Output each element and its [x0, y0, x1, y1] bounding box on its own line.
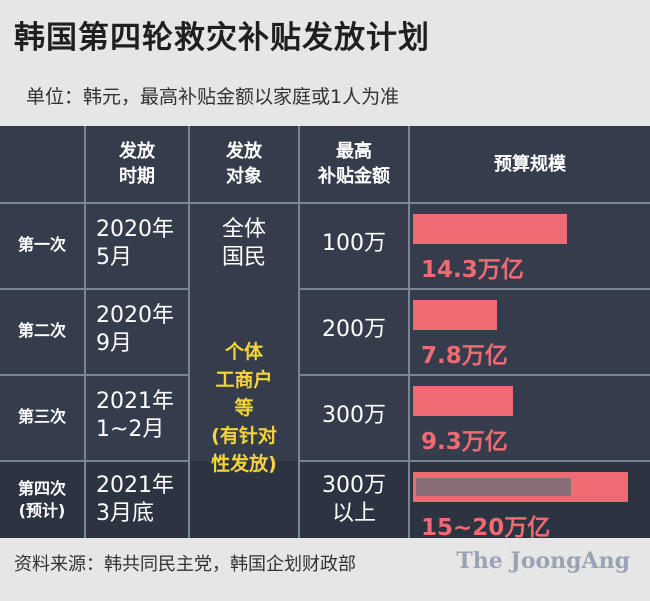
row-max: 100万 — [322, 231, 386, 256]
row-max-line: 以上 — [331, 501, 376, 526]
grid-hline — [0, 460, 188, 462]
header-target-line: 发放 — [226, 141, 262, 162]
row-label-line: (预计) — [18, 501, 66, 520]
grid-hline — [0, 202, 650, 204]
row-time-line: 3月底 — [96, 501, 154, 526]
budget-bar — [413, 214, 567, 244]
chart-title: 韩国第四轮救灾补贴发放计划 — [14, 20, 430, 56]
row-max: 300万 以上 — [300, 472, 408, 528]
grid-hline — [298, 374, 650, 376]
budget-bar-range-low — [416, 478, 571, 496]
row-label: 第三次 — [17, 407, 66, 426]
grid-hline — [298, 460, 650, 462]
header-max: 最高 补贴金额 — [300, 139, 408, 189]
merged-target-line: 个体 — [224, 341, 263, 363]
row-time: 2020年 9月 — [96, 302, 188, 358]
row-label: 第四次 (预计) — [0, 478, 84, 522]
row-label: 第一次 — [17, 235, 66, 254]
row-time: 2021年 1~2月 — [96, 388, 188, 444]
source-note: 资料来源：韩共同民主党，韩国企划财政部 — [14, 554, 356, 575]
row-max-line: 300万 — [322, 473, 386, 498]
row-time: 2021年 3月底 — [96, 472, 188, 528]
row-target-line: 国民 — [221, 245, 266, 270]
row-target-line: 全体 — [221, 217, 266, 242]
merged-target-line: 工商户 — [215, 369, 273, 391]
row-time-line: 9月 — [96, 331, 132, 356]
row-label-line: 第四次 — [17, 479, 66, 498]
header-budget: 预算规模 — [494, 154, 566, 175]
table-board: 发放 时期 发放 对象 最高 补贴金额 预算规模 第一次 2020年 5月 全体… — [0, 126, 650, 541]
header-max-line: 最高 — [336, 141, 372, 162]
grid-hline — [298, 288, 650, 290]
row-time: 2020年 5月 — [96, 216, 188, 272]
merged-target: 个体 工商户 等 (有针对 性发放) — [190, 338, 298, 478]
row-max: 300万 — [322, 403, 386, 428]
grid-vline — [408, 126, 410, 538]
brand-logo: The JoongAng — [456, 548, 630, 574]
grid-vline — [84, 126, 86, 538]
grid-vline — [298, 126, 300, 538]
header-target-line: 对象 — [226, 166, 262, 187]
row-time-line: 2021年 — [96, 473, 174, 498]
row-time-line: 5月 — [96, 245, 132, 270]
row-label: 第二次 — [17, 321, 66, 340]
header-target: 发放 对象 — [190, 139, 298, 189]
unit-note: 单位：韩元，最高补贴金额以家庭或1人为准 — [26, 86, 400, 108]
header-time: 发放 时期 — [86, 139, 188, 189]
budget-value-label: 14.3万亿 — [421, 257, 524, 283]
merged-target-line: (有针对 — [211, 425, 277, 447]
grid-vline — [188, 126, 190, 538]
row-time-line: 2021年 — [96, 389, 174, 414]
row-time-line: 2020年 — [96, 217, 174, 242]
grid-hline — [0, 374, 188, 376]
budget-value-label: 15~20万亿 — [421, 515, 551, 541]
header-time-line: 发放 — [119, 141, 155, 162]
header-max-line: 补贴金额 — [318, 166, 390, 187]
merged-target-line: 性发放) — [211, 453, 277, 475]
budget-bar — [413, 386, 513, 416]
grid-hline — [0, 288, 188, 290]
merged-target-line: 等 — [234, 397, 254, 419]
budget-value-label: 7.8万亿 — [421, 343, 508, 369]
budget-bar — [413, 300, 497, 330]
row-max: 200万 — [322, 317, 386, 342]
row-time-line: 1~2月 — [96, 417, 165, 442]
header-time-line: 时期 — [119, 166, 155, 187]
row-target: 全体 国民 — [190, 216, 298, 272]
budget-value-label: 9.3万亿 — [421, 429, 508, 455]
row-time-line: 2020年 — [96, 303, 174, 328]
